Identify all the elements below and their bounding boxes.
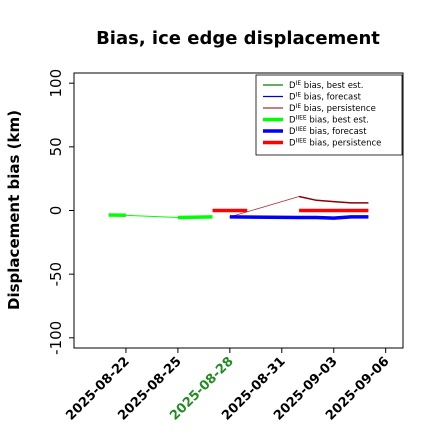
- legend-symbol: D: [289, 139, 296, 149]
- legend-description: bias, best est.: [301, 81, 363, 91]
- legend-symbol: D: [289, 116, 296, 126]
- x-axis: 2025-08-222025-08-252025-08-282025-08-31…: [63, 348, 393, 424]
- legend-description: bias, best est.: [307, 116, 369, 126]
- y-tick-label: 0: [47, 206, 65, 216]
- legend-description: bias, persistence: [307, 139, 382, 149]
- legend-superscript: IE: [296, 92, 302, 99]
- legend-box: [255, 74, 403, 156]
- legend-entry-label: DIIEE bias, forecast: [289, 126, 367, 137]
- legend-superscript: IIEE: [296, 115, 307, 122]
- legend-symbol: D: [289, 127, 296, 137]
- legend-entry-label: DIE bias, best est.: [289, 80, 363, 91]
- legend-superscript: IIEE: [296, 126, 307, 133]
- chart-title: Bias, ice edge displacement: [96, 28, 380, 49]
- legend-entry-label: DIIEE bias, persistence: [289, 138, 381, 149]
- series-line-ie_persist: [229, 196, 369, 218]
- legend-symbol: D: [289, 104, 296, 114]
- y-tick-label: 50: [47, 137, 65, 156]
- y-tick-label: -100: [47, 321, 65, 355]
- legend-superscript: IE: [296, 103, 302, 110]
- plot-area: [108, 195, 369, 220]
- legend-description: bias, persistence: [301, 104, 376, 114]
- legend-symbol: D: [289, 81, 296, 91]
- legend-entry-label: DIE bias, forecast: [289, 92, 362, 103]
- series-line-iiee_best_b: [177, 215, 213, 220]
- legend-superscript: IIEE: [296, 138, 307, 145]
- y-axis: -100 -50 0 50 100: [47, 69, 74, 355]
- legend-description: bias, forecast: [301, 93, 362, 103]
- legend: DIE bias, best est.DIE bias, forecastDIE…: [255, 74, 403, 156]
- legend-superscript: IE: [296, 80, 302, 87]
- series-line-iiee_fcst: [229, 215, 369, 220]
- y-tick-label: 100: [47, 69, 65, 98]
- legend-symbol: D: [289, 93, 296, 103]
- y-axis-label: Displacement bias (km): [5, 110, 23, 310]
- y-tick-label: -50: [47, 262, 65, 287]
- legend-entry-label: DIE bias, persistence: [289, 103, 376, 114]
- series-line-ie_persist_dark: [298, 195, 369, 204]
- legend-description: bias, forecast: [307, 127, 368, 137]
- legend-entry-label: DIIEE bias, best est.: [289, 115, 369, 126]
